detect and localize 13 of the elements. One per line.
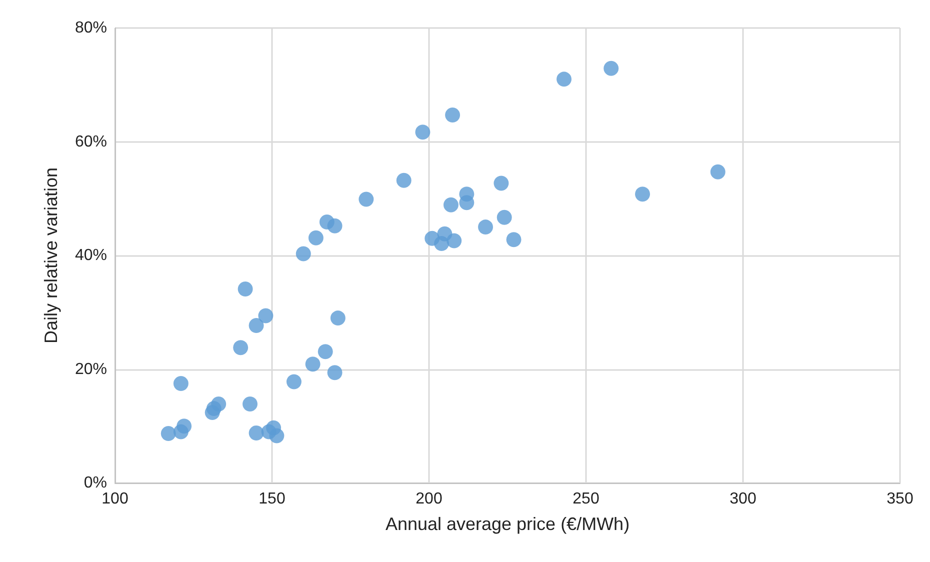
x-tick-label: 300 [730, 490, 756, 508]
y-tick-label: 60% [74, 133, 107, 150]
x-tick-label: 150 [258, 490, 286, 508]
y-tick-label: 20% [74, 360, 107, 378]
x-tick-label: 200 [416, 490, 442, 508]
x-tick-label: 100 [102, 490, 128, 508]
y-axis-title: Daily relative variation [41, 167, 61, 344]
x-tick-label: 350 [886, 490, 914, 508]
y-tick-label: 80% [74, 20, 107, 36]
y-tick-label: 0% [84, 474, 107, 492]
x-axis-title: Annual average price (€/MWh) [385, 514, 630, 534]
y-tick-label: 40% [74, 247, 107, 264]
x-tick-label: 250 [572, 490, 600, 508]
